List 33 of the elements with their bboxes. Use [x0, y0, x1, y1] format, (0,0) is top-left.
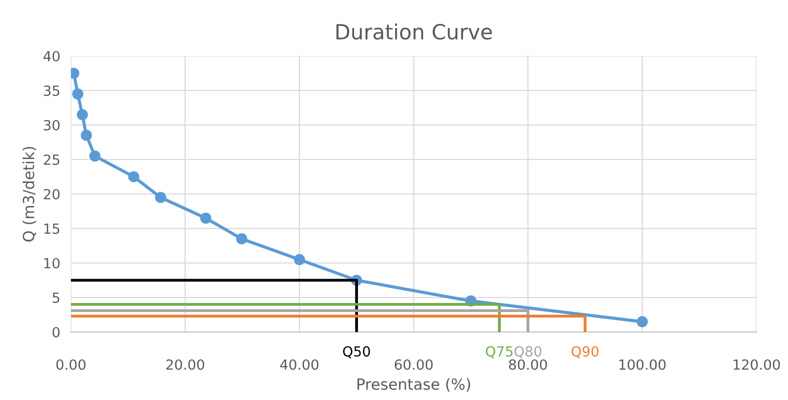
point [155, 192, 166, 204]
point [128, 171, 140, 182]
x-tick-label: 40.00 [280, 359, 318, 370]
y-tick-label: 35 [44, 85, 60, 96]
series-label: Q75 [486, 346, 512, 358]
x-tick-label: 100.00 [619, 359, 666, 370]
point [72, 88, 84, 100]
point [294, 254, 305, 266]
y-tick-label: 40 [44, 50, 60, 62]
point [200, 212, 212, 224]
point [236, 233, 248, 244]
point [636, 316, 648, 328]
x-tick-label: 20.00 [166, 359, 204, 370]
y-tick-label: 10 [44, 258, 60, 268]
y-tick-label: 30 [44, 120, 60, 130]
point [80, 130, 92, 141]
x-tick-label: 80.00 [509, 359, 547, 370]
x-tick-label: 0.00 [56, 359, 86, 370]
x-tick-label: 120.00 [734, 359, 780, 370]
y-tick-label: 0 [52, 326, 60, 338]
series-label: Q90 [572, 346, 598, 358]
y-tick-label: 20 [44, 188, 60, 200]
y-axis-title: Q (m3/detik) [22, 146, 36, 242]
y-tick-label: 25 [44, 154, 60, 165]
chart-title: Duration Curve [336, 24, 492, 40]
point [89, 150, 100, 162]
x-axis-title: Presentase (%) [358, 378, 470, 392]
x-tick-label: 60.00 [394, 359, 433, 370]
y-tick-label: 5 [52, 292, 60, 303]
point [76, 109, 88, 120]
series-label: Q50 [343, 346, 370, 358]
series-label: Q80 [514, 346, 542, 358]
y-tick-label: 15 [44, 224, 60, 234]
